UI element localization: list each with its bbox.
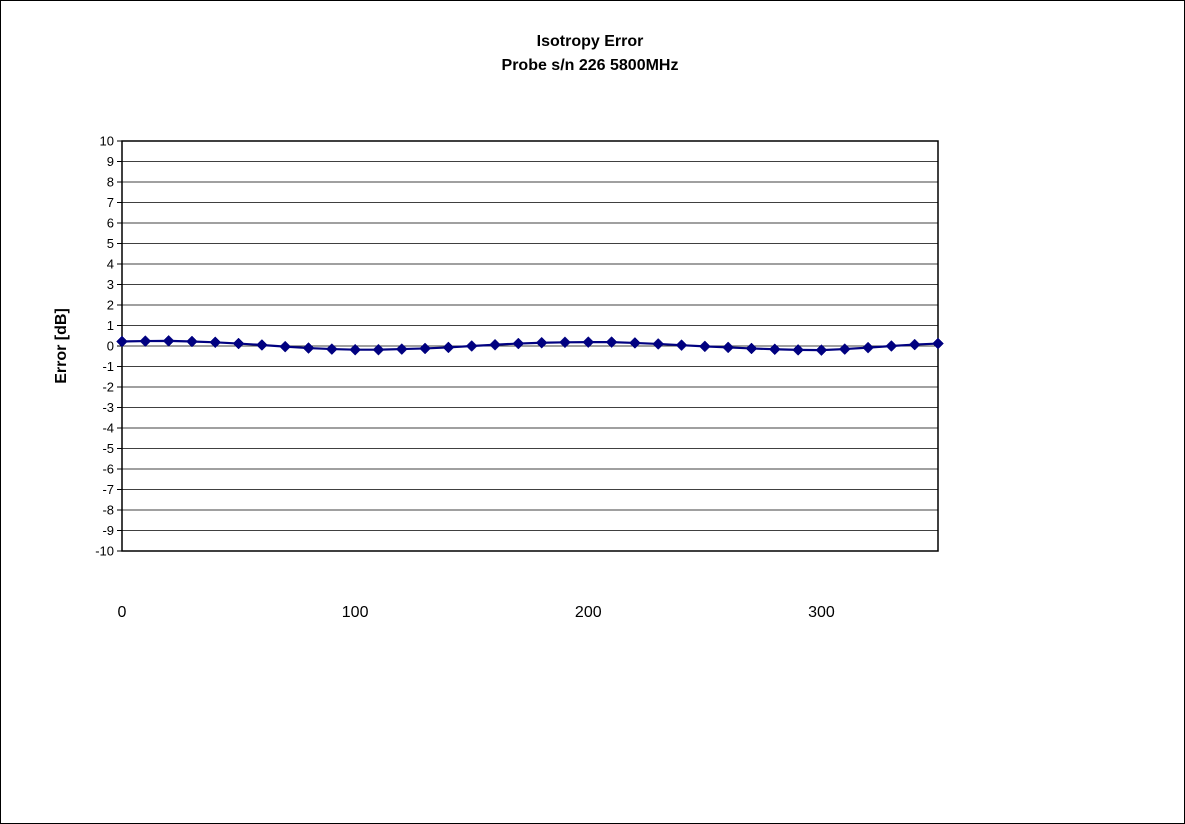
data-point [489, 338, 501, 351]
data-point [325, 343, 338, 355]
y-tick-label: 0 [107, 339, 114, 354]
data-point [465, 340, 478, 352]
data-point [699, 340, 711, 353]
data-point [512, 337, 525, 350]
x-tick-label: 100 [342, 604, 369, 621]
y-tick-label: -5 [102, 441, 114, 456]
y-tick-label: 7 [107, 195, 114, 210]
y-tick-label: 5 [107, 236, 114, 251]
y-axis-label: Error [dB] [53, 308, 70, 384]
y-tick-label: -7 [102, 482, 114, 497]
y-tick-label: -4 [102, 421, 114, 436]
y-tick-label: 1 [107, 318, 114, 333]
x-tick-label: 0 [118, 604, 127, 621]
y-tick-label: 4 [107, 257, 114, 272]
data-point [372, 343, 385, 356]
chart-subtitle: Probe s/n 226 5800MHz [502, 57, 679, 74]
data-point [722, 341, 735, 354]
series-layer [116, 335, 944, 356]
y-tick-label: 2 [107, 298, 114, 313]
y-tick-label: -1 [102, 359, 114, 374]
y-tick-label: -3 [102, 400, 114, 415]
data-point [395, 343, 408, 355]
x-tick-label: 300 [808, 604, 835, 621]
data-point [792, 344, 804, 356]
data-point [908, 338, 921, 351]
y-tick-label: -10 [95, 544, 114, 559]
x-axis-ticks: 0 100 200 300 [118, 604, 835, 621]
data-point [209, 336, 222, 349]
data-point [629, 337, 641, 349]
y-tick-label: -9 [102, 523, 114, 538]
data-point [862, 341, 874, 354]
data-point [186, 335, 198, 348]
data-point [885, 340, 898, 352]
data-point [745, 342, 758, 355]
data-point [116, 335, 128, 348]
data-point [815, 344, 828, 356]
grid-lines [122, 140, 938, 552]
data-point [162, 335, 175, 347]
chart-title: Isotropy Error [537, 33, 644, 50]
x-tick-label: 200 [575, 604, 602, 621]
data-point [302, 342, 315, 354]
data-point [535, 336, 548, 349]
data-point [559, 336, 571, 349]
data-point [932, 337, 944, 350]
data-point [349, 343, 361, 356]
y-tick-label: 6 [107, 216, 114, 231]
y-tick-label: 10 [100, 134, 114, 149]
data-point [652, 338, 665, 350]
data-point [838, 343, 851, 355]
y-tick-label: -8 [102, 503, 114, 518]
y-tick-label: 9 [107, 154, 114, 169]
y-tick-label: -6 [102, 462, 114, 477]
data-point [605, 336, 618, 348]
data-point [279, 340, 292, 353]
data-point [675, 339, 688, 352]
data-point [139, 335, 152, 347]
data-point [768, 343, 781, 356]
y-tick-label: 3 [107, 277, 114, 292]
data-point [256, 339, 268, 351]
y-tick-label: 8 [107, 175, 114, 190]
data-point [582, 336, 595, 348]
data-point [232, 337, 245, 350]
data-point [442, 341, 455, 354]
y-tick-label: -2 [102, 380, 114, 395]
data-point [419, 342, 431, 355]
series-line [121, 339, 939, 352]
